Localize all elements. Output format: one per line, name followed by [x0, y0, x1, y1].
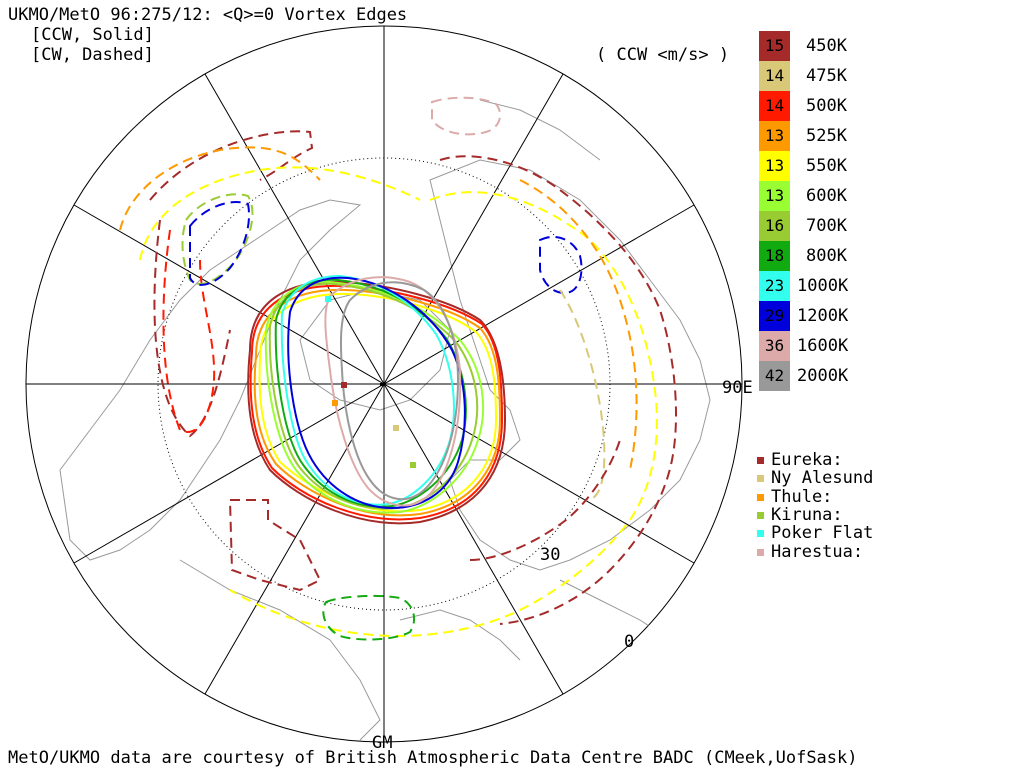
level-label-600k: 600K — [806, 186, 847, 206]
station-label-2: Thule: — [771, 486, 833, 507]
kiruna-marker — [410, 462, 416, 468]
contour-solid-550k — [258, 292, 498, 513]
contour-dashed-9 — [322, 594, 416, 641]
level-label-2000k: 2000K — [797, 366, 849, 386]
contour-dashed-6 — [229, 191, 658, 638]
contour-solid-1600k — [324, 276, 462, 507]
station-marker-4 — [757, 530, 764, 538]
level-label-800k: 800K — [806, 246, 847, 266]
station-label-5: Harestua: — [771, 541, 864, 562]
lon-90e-label: 90E — [722, 378, 753, 398]
station-marker-2 — [757, 493, 764, 501]
level-label-700k: 700K — [806, 216, 847, 236]
contour-dashed-0 — [149, 130, 314, 438]
contour-solid-2000k — [339, 281, 460, 500]
level-swatch-550k: 13 — [759, 151, 790, 181]
station-marker-0 — [757, 457, 764, 464]
station-label-1: Ny Alesund — [771, 468, 874, 489]
level-swatch-2000k: 42 — [759, 361, 790, 391]
contour-dashed-2 — [119, 146, 321, 231]
level-label-550k: 550K — [806, 156, 847, 176]
lat-30-label: 30 — [540, 545, 561, 565]
level-label-450k: 450K — [806, 36, 847, 56]
level-label-475k: 475K — [806, 66, 847, 86]
contour-dashed-12 — [189, 201, 250, 286]
level-swatch-525k: 13 — [759, 121, 790, 151]
lon-gm-label: GM — [372, 733, 393, 753]
level-swatch-800k: 18 — [759, 241, 790, 271]
contour-solid-450k — [247, 280, 507, 525]
station-label-3: Kiruna: — [771, 504, 843, 525]
station-marker-3 — [757, 511, 764, 519]
level-swatch-475k: 14 — [759, 61, 790, 91]
level-swatch-700k: 16 — [759, 211, 790, 241]
units-label: ( CCW <m/s> ) — [596, 45, 730, 65]
level-label-1200k: 1200K — [797, 306, 849, 326]
contour-dashed-11 — [181, 193, 254, 285]
contour-dashed-5 — [439, 155, 677, 625]
level-swatch-450k: 15 — [759, 31, 790, 61]
level-label-500k: 500K — [806, 96, 847, 116]
contour-solid-600k — [264, 280, 485, 514]
station-label-0: Eureka: — [771, 450, 843, 470]
level-label-525k: 525K — [806, 126, 847, 146]
lat-0-label: 0 — [624, 632, 635, 652]
level-label-1600k: 1600K — [797, 336, 849, 356]
chart-title: UKMO/MetO 96:275/12: <Q>=0 Vortex Edges — [8, 5, 408, 25]
station-marker-1 — [757, 475, 764, 483]
station-marker-5 — [757, 548, 764, 556]
pole-marker — [380, 383, 383, 386]
contour-dashed-8 — [539, 235, 583, 294]
level-swatch-1600k: 36 — [759, 331, 790, 361]
poker-flat-marker — [325, 296, 331, 302]
graticule — [26, 26, 742, 742]
vortex-edge-contours — [119, 96, 677, 641]
contour-solid-700k — [268, 282, 479, 510]
contour-dashed-3 — [139, 166, 421, 261]
thule-marker — [332, 400, 338, 406]
contour-dashed-13 — [559, 289, 606, 501]
level-label-1000k: 1000K — [797, 276, 849, 296]
footer-credit: MetO/UKMO data are courtesy of British A… — [8, 748, 858, 768]
contour-dashed-14 — [469, 439, 621, 561]
station-label-4: Poker Flat — [771, 523, 874, 544]
level-swatch-600k: 13 — [759, 181, 790, 211]
ccw-legend-note: [CCW, Solid] — [31, 25, 154, 45]
contour-dashed-10 — [431, 96, 502, 136]
level-swatch-1000k: 23 — [759, 271, 790, 301]
level-swatch-500k: 14 — [759, 91, 790, 121]
level-swatch-1200k: 29 — [759, 301, 790, 331]
contour-dashed-1 — [162, 229, 216, 433]
eureka-marker — [341, 382, 347, 388]
contour-solid-500k — [249, 284, 504, 521]
contour-solid-525k — [253, 288, 502, 517]
ny-alesund-marker — [393, 425, 399, 431]
contour-dashed-7 — [519, 179, 638, 471]
cw-legend-note: [CW, Dashed] — [31, 45, 154, 65]
